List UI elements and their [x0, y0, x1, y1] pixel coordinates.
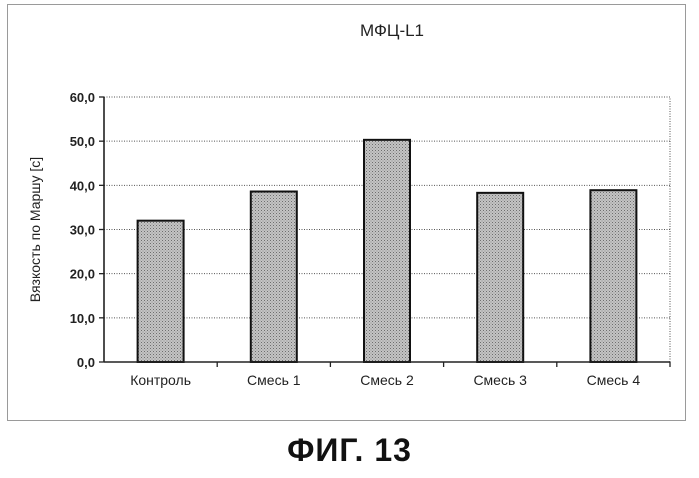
y-tick-label: 50,0 [70, 134, 95, 149]
x-tick-label: Смесь 2 [360, 372, 414, 388]
x-tick-label: Смесь 3 [473, 372, 527, 388]
x-tick-label: Контроль [130, 372, 191, 388]
x-tick-label: Смесь 4 [587, 372, 641, 388]
bar-3 [364, 140, 410, 362]
y-tick-label: 60,0 [70, 90, 95, 105]
x-tick-label: Смесь 1 [247, 372, 301, 388]
bar-chart: МФЦ-L1 Вязкость по Маршу [с] 0,0 10,0 20,0 3… [0, 0, 699, 430]
y-tick-label: 20,0 [70, 267, 95, 282]
y-tick-label: 40,0 [70, 178, 95, 193]
bar-2 [251, 192, 297, 362]
chart-title: МФЦ-L1 [360, 21, 424, 40]
figure-caption: ФИГ. 13 [0, 432, 699, 469]
bar-5 [590, 190, 636, 362]
y-tick-label: 10,0 [70, 311, 95, 326]
bar-4 [477, 193, 523, 362]
y-tick-label: 30,0 [70, 223, 95, 238]
y-axis-label: Вязкость по Маршу [с] [27, 157, 43, 302]
y-tick-label: 0,0 [77, 355, 95, 370]
bar-1 [138, 221, 184, 362]
